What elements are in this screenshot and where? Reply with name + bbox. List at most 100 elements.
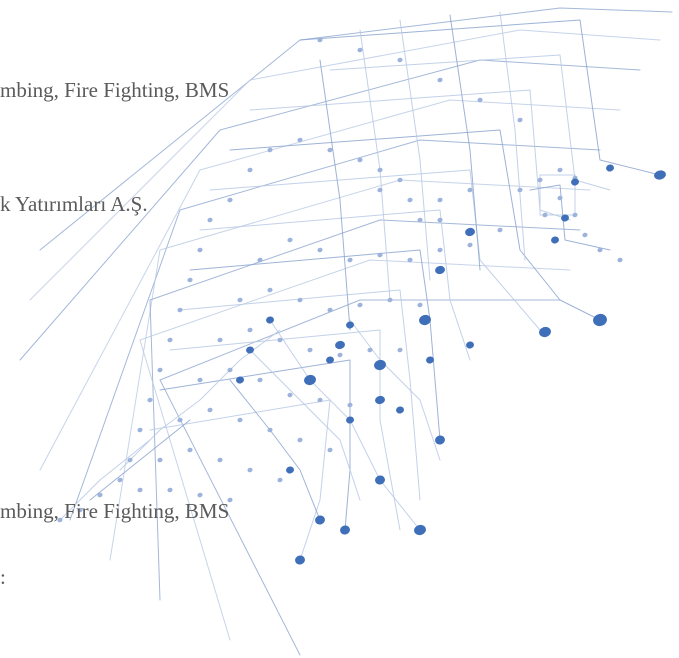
network-node — [286, 466, 294, 474]
network-node — [167, 337, 173, 343]
network-line — [229, 129, 601, 321]
network-line — [19, 59, 641, 361]
network-line — [169, 329, 401, 531]
network-node — [97, 492, 103, 498]
network-node — [117, 477, 123, 483]
network-line — [89, 419, 191, 501]
network-node — [77, 507, 83, 513]
network-node — [357, 47, 363, 53]
network-node — [465, 227, 475, 237]
text-line-4: : — [0, 565, 6, 589]
network-node — [654, 170, 666, 180]
network-node — [347, 257, 353, 263]
network-node — [367, 347, 373, 353]
network-line — [179, 289, 421, 501]
network-node — [414, 524, 426, 536]
network-node — [539, 326, 551, 338]
network-line — [189, 249, 441, 441]
network-node — [227, 367, 233, 373]
network-node — [197, 377, 203, 383]
network-line — [59, 439, 151, 521]
network-node — [426, 356, 434, 364]
network-node — [337, 352, 343, 358]
network-node — [236, 376, 244, 384]
network-node — [572, 212, 578, 218]
network-line — [399, 19, 431, 281]
network-node — [606, 164, 614, 172]
network-node — [377, 187, 383, 193]
network-node — [157, 367, 163, 373]
network-line — [269, 319, 421, 531]
network-node — [407, 257, 413, 263]
network-node — [340, 525, 350, 535]
network-node — [397, 347, 403, 353]
network-node — [327, 447, 333, 453]
network-node — [557, 195, 563, 201]
network-line — [149, 399, 331, 561]
network-node — [437, 217, 443, 223]
network-node — [497, 227, 503, 233]
network-node — [277, 477, 283, 483]
network-node — [387, 297, 393, 303]
network-node — [207, 217, 213, 223]
network-node — [375, 475, 385, 485]
network-node — [397, 177, 403, 183]
network-node — [437, 197, 443, 203]
network-node — [317, 247, 323, 253]
network-line — [199, 209, 471, 361]
network-node — [419, 314, 431, 326]
network-node — [247, 327, 253, 333]
network-node — [517, 117, 523, 123]
network-node — [157, 457, 163, 463]
network-node — [597, 247, 603, 253]
network-node — [197, 492, 203, 498]
network-node — [467, 242, 473, 248]
network-node — [217, 457, 223, 463]
network-node — [437, 247, 443, 253]
network-line — [449, 14, 481, 271]
network-node — [517, 187, 523, 193]
network-node — [357, 302, 363, 308]
network-node — [582, 232, 588, 238]
network-node — [537, 177, 543, 183]
network-line — [499, 11, 526, 261]
network-node — [257, 377, 263, 383]
network-line — [299, 19, 661, 176]
network-node — [257, 257, 263, 263]
text-line-1: mbing, Fire Fighting, BMS — [0, 78, 230, 102]
network-line — [109, 179, 591, 561]
network-node — [266, 316, 274, 324]
network-node — [542, 212, 548, 218]
network-node — [267, 287, 273, 293]
network-node — [237, 417, 243, 423]
network-line — [319, 59, 351, 331]
network-node — [177, 307, 183, 313]
network-node — [551, 236, 559, 244]
network-node — [57, 517, 63, 523]
network-node — [267, 147, 273, 153]
network-node — [327, 147, 333, 153]
network-line — [69, 139, 601, 521]
network-line — [529, 184, 611, 251]
network-node — [327, 307, 333, 313]
network-node — [397, 57, 403, 63]
network-node — [287, 392, 293, 398]
network-line — [359, 29, 391, 301]
network-node — [396, 406, 404, 414]
network-node — [326, 356, 334, 364]
network-line — [159, 299, 561, 656]
network-node — [417, 217, 423, 223]
network-node — [377, 167, 383, 173]
network-node — [435, 435, 445, 445]
network-node — [307, 347, 313, 353]
network-node — [237, 297, 243, 303]
text-line-3: mbing, Fire Fighting, BMS — [0, 499, 230, 523]
network-node — [297, 437, 303, 443]
network-node — [346, 321, 354, 329]
network-node — [435, 265, 445, 275]
network-node — [407, 197, 413, 203]
network-node — [197, 247, 203, 253]
network-node — [297, 297, 303, 303]
